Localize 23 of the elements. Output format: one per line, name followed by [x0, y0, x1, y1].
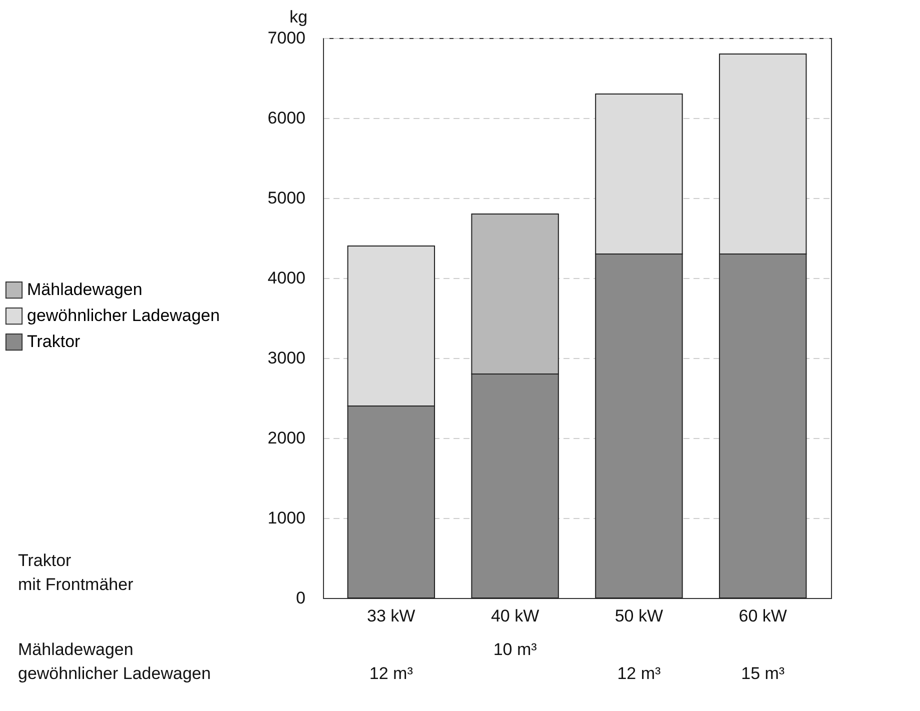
y-tick-label: 0	[296, 588, 306, 608]
y-tick-label: 5000	[268, 188, 306, 208]
text: 15 m³	[741, 664, 785, 683]
x-tick-label: 40 kW	[490, 606, 540, 626]
text: Traktor mit Frontmäher	[18, 551, 134, 594]
legend-label: Traktor	[27, 332, 81, 351]
y-tick-label: 1000	[268, 508, 306, 528]
x-tick-label: 60 kW	[738, 606, 787, 626]
y-tick-label: 3000	[268, 348, 306, 368]
text: Mähladewagen	[18, 640, 134, 659]
y-axis-title: kg	[290, 8, 308, 26]
y-tick-label: 4000	[268, 268, 306, 288]
y-tick-label: 2000	[268, 428, 306, 448]
y-tick-label: 7000	[268, 28, 306, 48]
legend-label: Mähladewagen	[27, 280, 142, 299]
x-tick-label: 50 kW	[614, 606, 664, 626]
y-tick-label: 6000	[268, 108, 306, 128]
legend-label: gewöhnlicher Ladewagen	[27, 306, 220, 325]
x-tick-label: 33 kW	[367, 606, 416, 626]
text: 12 m³	[369, 664, 414, 683]
text: 10 m³	[493, 640, 538, 659]
text: 12 m³	[617, 664, 662, 683]
text: gewöhnlicher Ladewagen	[18, 664, 211, 683]
